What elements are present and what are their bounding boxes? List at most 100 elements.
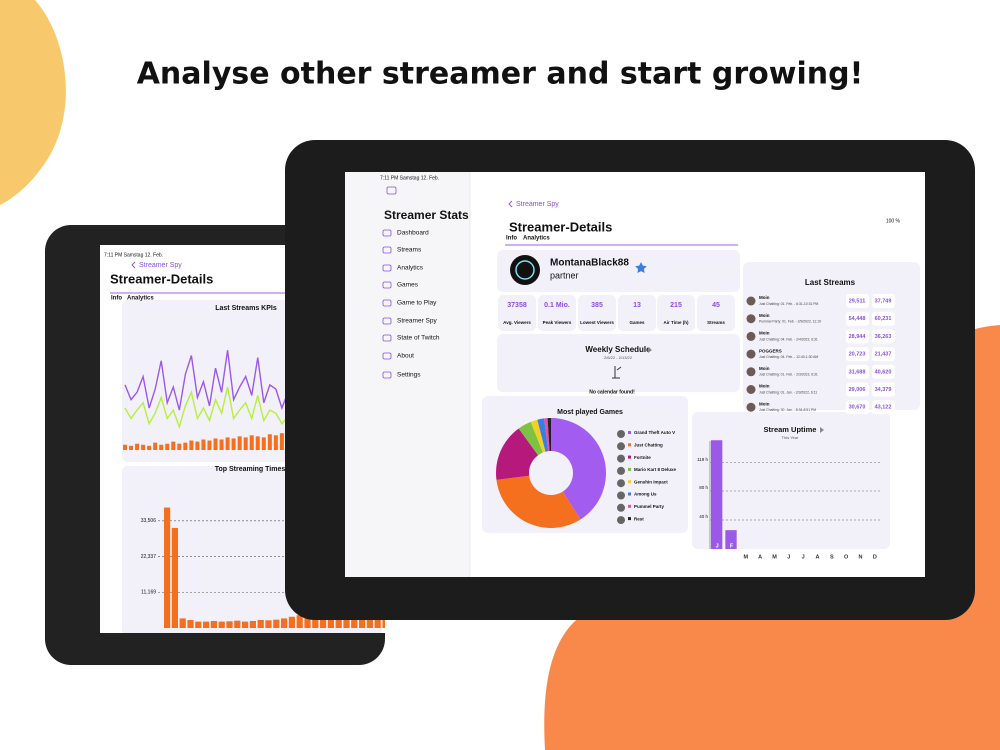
legend-label: Mario Kart 8 Deluxe <box>634 467 677 472</box>
sidebar-item[interactable]: Dashboard <box>397 230 429 237</box>
bar <box>279 433 284 450</box>
kpi-label: Lowest Viewers <box>580 320 614 325</box>
back-link[interactable]: Streamer Spy <box>516 201 559 208</box>
sidebar-item[interactable]: Streams <box>397 247 422 254</box>
legend-label: Rest <box>634 516 644 521</box>
back-link[interactable]: Streamer Spy <box>139 262 182 269</box>
y-tick-label: 119 h <box>697 457 708 462</box>
kpi-box <box>618 295 656 331</box>
kpi-value: 0.1 Mio. <box>544 302 570 309</box>
chart-title: Last Streams KPIs <box>215 305 277 312</box>
kpi-label: Avg. Viewers <box>503 320 531 325</box>
legend-icon <box>617 430 625 438</box>
bar <box>288 616 295 628</box>
bar <box>261 437 266 450</box>
kpi-box <box>538 295 576 331</box>
schedule-card <box>497 334 740 392</box>
line <box>124 386 301 430</box>
bar <box>123 444 127 450</box>
bar <box>179 618 186 628</box>
legend-swatch <box>628 492 631 496</box>
legend-icon <box>617 442 625 451</box>
bar <box>242 621 249 628</box>
bar <box>159 444 164 450</box>
legend-swatch <box>628 467 631 471</box>
bar <box>153 442 158 450</box>
legend-swatch <box>628 480 631 484</box>
sidebar-icon <box>382 352 392 360</box>
battery: 100 % <box>886 218 901 224</box>
x-tick-label: J <box>802 554 805 560</box>
tab[interactable]: Analytics <box>127 296 154 302</box>
empty-message: No calendar found! <box>589 389 635 395</box>
legend-icon <box>617 454 625 463</box>
bar <box>183 442 188 450</box>
row-title: Moin <box>759 401 770 406</box>
value-box <box>846 294 869 308</box>
bar <box>147 445 152 450</box>
peak-viewers: 40,620 <box>875 369 892 375</box>
legend-label: Pummel Party <box>634 504 665 509</box>
kpi-box <box>498 295 536 331</box>
sidebar-icon <box>382 246 392 254</box>
pie-slice <box>496 428 539 480</box>
tab[interactable]: Info <box>111 296 122 302</box>
row-info: Just Chatting: 01. Jan. - 2/3/2022, 6:11 <box>759 390 817 394</box>
sidebar-item[interactable]: About <box>397 353 414 360</box>
bar <box>711 440 723 549</box>
bar <box>129 445 134 450</box>
sidebar-item[interactable]: State of Twitch <box>397 335 440 342</box>
sidebar-item[interactable]: Game to Play <box>397 300 437 307</box>
kpi-value: 215 <box>670 302 682 309</box>
avg-viewers: 30,670 <box>849 405 866 411</box>
bar <box>304 612 311 628</box>
row-avatar <box>746 314 756 324</box>
play-icon <box>648 347 652 353</box>
avatar-logo <box>515 260 535 280</box>
tab[interactable]: Info <box>506 236 517 242</box>
empty-illustration <box>612 366 622 379</box>
legend-label: Among Us <box>634 492 657 497</box>
legend-swatch <box>628 431 631 434</box>
sidebar-item[interactable]: Games <box>397 282 419 289</box>
legend-icon <box>617 491 625 500</box>
kpi-box <box>578 295 616 331</box>
x-tick-label: D <box>873 554 877 560</box>
bar <box>234 620 241 628</box>
value-box <box>846 329 869 344</box>
value-box <box>872 311 895 326</box>
bar <box>210 620 217 628</box>
legend-label: Just Chatting <box>634 442 663 447</box>
favorite-star[interactable] <box>635 262 647 273</box>
legend-icon <box>617 503 625 512</box>
play-icon <box>820 427 824 433</box>
peak-viewers: 36,263 <box>875 334 892 340</box>
back-chevron <box>131 261 136 269</box>
row-info: Just Chatting: 04. Feb. - 2/4/2022, 6:31 <box>759 337 818 341</box>
yellow-blob <box>0 0 66 205</box>
value-box <box>846 364 869 379</box>
x-tick-label: S <box>830 554 834 560</box>
pie-slice <box>496 475 581 529</box>
x-tick-label: M <box>772 554 777 560</box>
kpi-value: 13 <box>633 302 641 309</box>
tab[interactable]: Analytics <box>523 236 550 242</box>
y-tick-label: 22,337 <box>141 554 157 560</box>
value-box <box>846 347 869 362</box>
sidebar-item[interactable]: Analytics <box>397 265 424 272</box>
date-range: 2/6/22 - 2/13/22 <box>604 355 633 360</box>
bar <box>135 443 140 450</box>
avatar <box>510 255 540 285</box>
sidebar-toggle[interactable] <box>386 186 397 195</box>
sidebar-item[interactable]: Streamer Spy <box>397 318 437 325</box>
row-avatar <box>746 331 756 341</box>
kpi-label: Streams <box>707 320 725 325</box>
legend-icon <box>617 516 625 525</box>
avg-viewers: 20,723 <box>849 352 866 358</box>
sidebar-item[interactable]: Settings <box>397 372 421 379</box>
row-info: Pummel Party: 01. Feb. - 2/9/2022, 11:19 <box>759 320 821 324</box>
back-chevron <box>508 200 513 208</box>
line <box>124 350 301 411</box>
